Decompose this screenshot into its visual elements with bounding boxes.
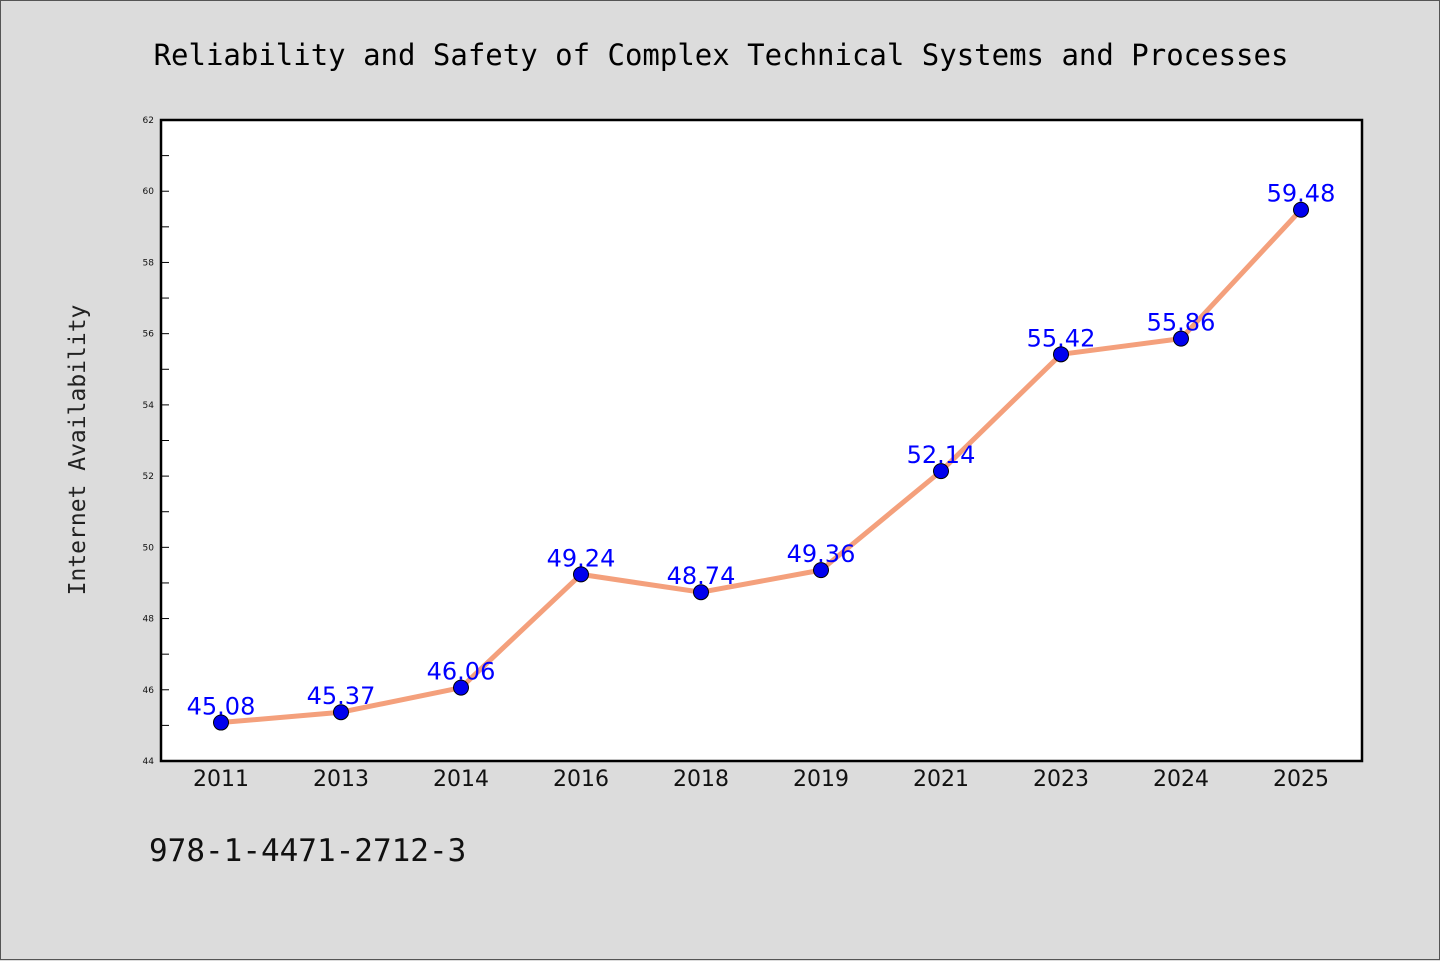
- x-tick-label: 2025: [1273, 767, 1329, 792]
- x-tick-label: 2024: [1153, 767, 1209, 792]
- y-tick-label: 54: [143, 401, 155, 411]
- data-point: [453, 679, 469, 696]
- x-tick-label: 2018: [673, 767, 729, 792]
- data-point: [573, 566, 589, 583]
- data-point: [933, 463, 949, 480]
- y-tick-label: 62: [143, 116, 154, 126]
- x-tick-label: 2021: [913, 767, 969, 792]
- data-label: 49.24: [547, 544, 616, 572]
- data-point: [1293, 201, 1309, 218]
- x-tick-label: 2013: [313, 767, 369, 792]
- axis-ticks: 44 46 48 50 52 54 56 58 60 62 2011 2013 2014 2016 2018…: [143, 116, 1329, 792]
- data-label: 52.14: [907, 441, 976, 469]
- y-tick-label: 48: [143, 615, 155, 625]
- x-tick-label: 2023: [1033, 767, 1089, 792]
- y-tick-label: 50: [143, 543, 155, 553]
- data-point: [813, 562, 829, 579]
- data-point: [1053, 346, 1069, 363]
- data-point: [693, 584, 709, 601]
- y-tick-label: 56: [143, 330, 155, 340]
- data-point: [333, 704, 349, 721]
- data-label: 48.74: [667, 562, 736, 590]
- x-tick-label: 2016: [553, 767, 609, 792]
- data-point: [213, 714, 229, 731]
- data-label: 55.42: [1027, 324, 1096, 352]
- isbn-footer: 978-1-4471-2712-3: [149, 833, 467, 869]
- plot-border: [159, 118, 1364, 763]
- data-label: 49.36: [787, 540, 856, 568]
- plot-area: [161, 120, 1362, 761]
- data-markers: [213, 201, 1309, 731]
- data-label: 45.08: [187, 693, 256, 721]
- series-line: [218, 207, 1304, 726]
- y-axis-label: Internet Availability: [65, 305, 91, 596]
- y-tick-label: 58: [143, 258, 155, 268]
- y-tick-label: 46: [143, 686, 155, 696]
- data-label: 55.86: [1147, 309, 1216, 337]
- y-tick-label: 52: [143, 472, 154, 482]
- y-tick-label: 44: [143, 757, 155, 767]
- x-tick-label: 2014: [433, 767, 489, 792]
- chart-title: Reliability and Safety of Complex Techni…: [154, 38, 1289, 72]
- data-label: 45.37: [307, 682, 376, 710]
- x-tick-label: 2011: [193, 767, 249, 792]
- data-labels: 45.08 45.37 46.06 49.24 48.74 49.36 52.14 55.42…: [187, 180, 1336, 721]
- y-tick-label: 60: [143, 187, 155, 197]
- x-tick-label: 2019: [793, 767, 849, 792]
- series-line-layer: [218, 207, 1304, 726]
- data-point: [1173, 330, 1189, 347]
- data-label: 59.48: [1267, 180, 1336, 208]
- data-label: 46.06: [427, 658, 496, 686]
